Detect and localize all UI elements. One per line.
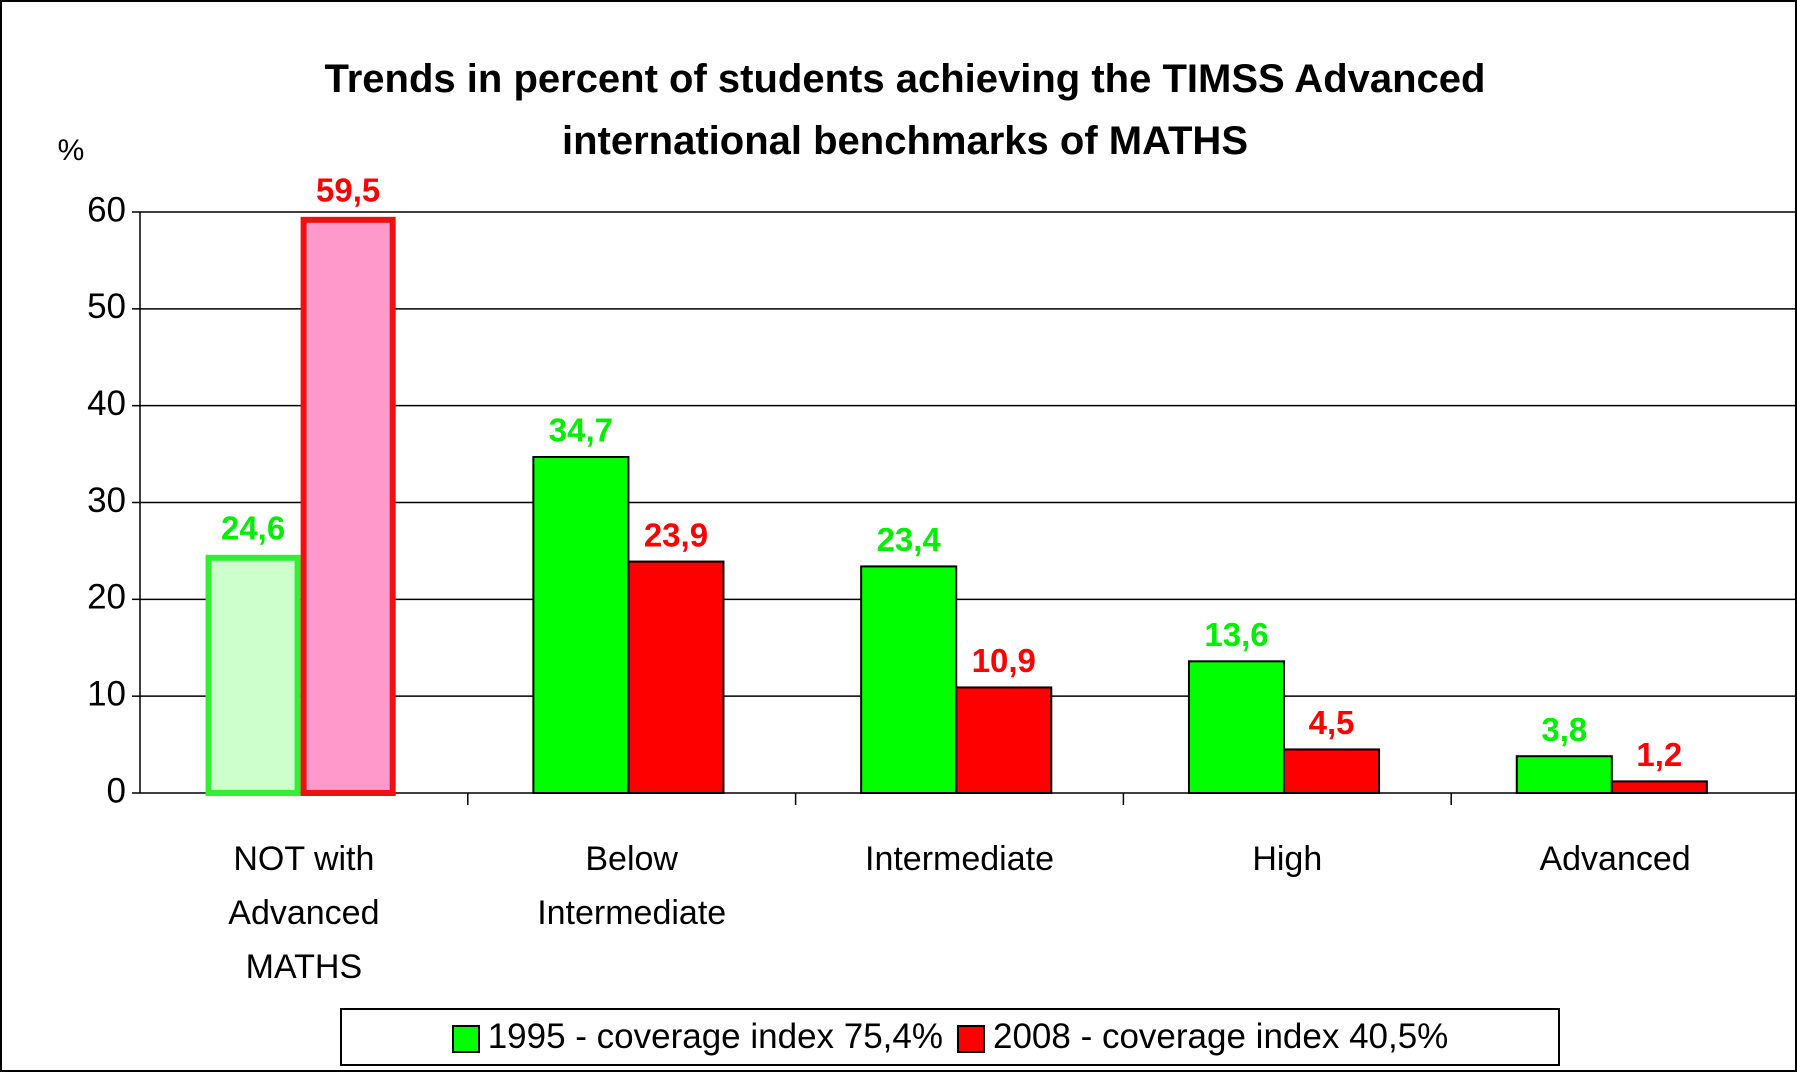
x-tick-label: Below Intermediate bbox=[537, 840, 727, 932]
data-label: 23,9 bbox=[644, 516, 708, 553]
bar bbox=[205, 554, 301, 796]
data-label: 59,5 bbox=[316, 172, 380, 209]
legend-swatch bbox=[451, 1024, 480, 1053]
legend-item: 2008 - coverage index 40,5% bbox=[957, 1017, 1448, 1057]
data-label: 3,8 bbox=[1541, 711, 1587, 748]
bar bbox=[955, 686, 1053, 794]
data-label: 1,2 bbox=[1636, 736, 1682, 773]
bar bbox=[1187, 660, 1286, 794]
chart-title: Trends in percent of students achieving … bbox=[324, 57, 1486, 163]
y-axis-label: % bbox=[58, 134, 85, 167]
legend-item: 1995 - coverage index 75,4% bbox=[451, 1017, 943, 1057]
bar bbox=[627, 560, 725, 795]
data-label: 13,6 bbox=[1204, 616, 1268, 653]
data-label: 4,5 bbox=[1309, 704, 1355, 741]
bar bbox=[860, 565, 958, 794]
x-tick-label: High bbox=[1252, 840, 1323, 878]
legend-label: 2008 - coverage index 40,5% bbox=[993, 1017, 1449, 1056]
y-tick-label: 50 bbox=[87, 287, 126, 326]
x-tick-label: NOT with Advanced MATHS bbox=[228, 840, 380, 986]
data-label: 10,9 bbox=[972, 642, 1036, 679]
bar bbox=[1515, 755, 1613, 794]
y-tick-label: 30 bbox=[87, 481, 126, 520]
legend-label: 1995 - coverage index 75,4% bbox=[487, 1017, 943, 1056]
bar bbox=[1283, 748, 1381, 794]
data-label: 24,6 bbox=[221, 510, 285, 547]
bar bbox=[532, 455, 630, 794]
bar bbox=[300, 216, 396, 796]
y-tick-label: 0 bbox=[107, 771, 126, 810]
y-tick-label: 40 bbox=[87, 384, 126, 423]
y-tick-label: 10 bbox=[87, 674, 126, 713]
y-tick-label: 60 bbox=[87, 190, 126, 229]
x-tick-label: Intermediate bbox=[865, 840, 1054, 878]
bar bbox=[1610, 780, 1708, 795]
y-tick-label: 20 bbox=[87, 578, 126, 617]
legend: 1995 - coverage index 75,4% 2008 - covera… bbox=[340, 1008, 1560, 1066]
data-label: 34,7 bbox=[549, 412, 613, 449]
data-label: 23,4 bbox=[877, 521, 942, 558]
x-tick-label: Advanced bbox=[1539, 840, 1691, 878]
legend-swatch bbox=[957, 1024, 985, 1053]
